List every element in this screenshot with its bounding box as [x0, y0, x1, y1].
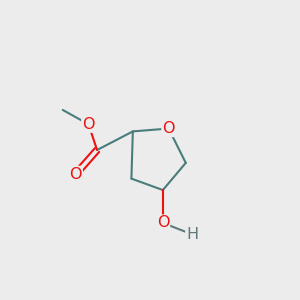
Text: H: H [186, 227, 198, 242]
Text: O: O [162, 121, 175, 136]
Text: O: O [157, 215, 169, 230]
Text: O: O [69, 167, 82, 182]
Text: O: O [82, 117, 95, 132]
